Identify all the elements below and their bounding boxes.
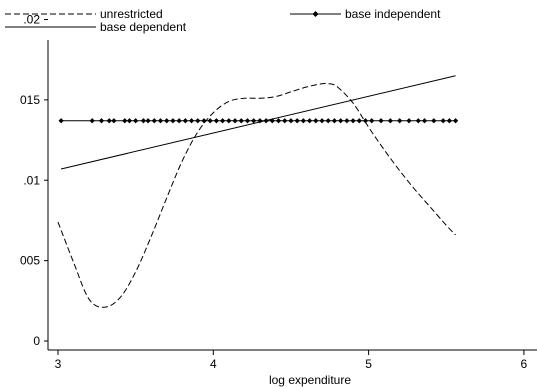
y-tick-label: .01 bbox=[23, 173, 40, 187]
series-line-base-dependent bbox=[60, 75, 456, 170]
data-point-base-independent bbox=[350, 118, 356, 124]
data-point-base-independent bbox=[446, 118, 452, 124]
data-point-base-independent bbox=[106, 118, 112, 124]
data-point-base-independent bbox=[288, 118, 294, 124]
data-point-base-independent bbox=[397, 118, 403, 124]
legend-label-base-independent: base independent bbox=[345, 7, 441, 21]
data-point-base-independent bbox=[164, 118, 170, 124]
legend-marker-base-independent bbox=[312, 11, 319, 17]
data-point-base-independent bbox=[145, 118, 151, 124]
data-point-base-independent bbox=[415, 118, 421, 124]
data-point-base-independent bbox=[387, 118, 393, 124]
data-point-base-independent bbox=[356, 118, 362, 124]
data-point-base-independent bbox=[269, 118, 275, 124]
data-point-base-independent bbox=[440, 118, 446, 124]
y-tick-label: 005 bbox=[20, 254, 40, 268]
data-point-base-independent bbox=[226, 118, 232, 124]
data-point-base-independent bbox=[251, 118, 257, 124]
data-point-base-independent bbox=[140, 118, 147, 124]
x-tick-label: 5 bbox=[365, 357, 372, 371]
data-point-base-independent bbox=[319, 118, 325, 124]
data-point-base-independent bbox=[282, 118, 288, 124]
data-point-base-independent bbox=[89, 118, 95, 124]
data-point-base-independent bbox=[220, 118, 226, 124]
x-ticks: 3 4 5 6 bbox=[55, 350, 528, 371]
x-axis-title: log expenditure bbox=[269, 373, 351, 387]
data-point-base-independent bbox=[300, 118, 306, 124]
data-point-base-independent bbox=[331, 118, 338, 124]
legend: unrestricted base independent base depen… bbox=[5, 7, 441, 34]
data-point-base-independent bbox=[325, 118, 331, 124]
data-point-base-independent bbox=[182, 118, 188, 124]
data-point-base-independent bbox=[176, 118, 182, 124]
data-point-base-independent bbox=[98, 118, 105, 124]
data-point-base-independent bbox=[306, 118, 313, 124]
x-tick-label: 3 bbox=[55, 357, 62, 371]
data-point-base-independent bbox=[369, 118, 375, 124]
y-ticks: 0 005 .01 015 .02 bbox=[20, 13, 48, 348]
data-point-base-independent bbox=[421, 118, 428, 124]
data-point-base-independent bbox=[126, 118, 133, 124]
data-point-base-independent bbox=[111, 118, 117, 124]
data-point-base-independent bbox=[344, 118, 350, 124]
data-point-base-independent bbox=[122, 118, 128, 124]
data-point-base-independent bbox=[378, 118, 384, 124]
data-point-base-independent bbox=[275, 118, 282, 124]
y-tick-label: .02 bbox=[23, 13, 40, 27]
legend-label-base-dependent: base dependent bbox=[100, 20, 187, 34]
y-tick-label: 0 bbox=[33, 334, 40, 348]
series-layer bbox=[57, 75, 459, 308]
data-point-base-independent bbox=[188, 118, 195, 124]
data-point-base-independent bbox=[232, 118, 238, 124]
data-point-base-independent bbox=[244, 118, 251, 124]
data-point-base-independent bbox=[58, 118, 64, 124]
data-point-base-independent bbox=[207, 118, 213, 124]
data-point-base-independent bbox=[238, 118, 244, 124]
data-point-base-independent bbox=[294, 118, 300, 124]
data-point-base-independent bbox=[195, 118, 201, 124]
legend-label-unrestricted: unrestricted bbox=[100, 7, 163, 21]
x-tick-label: 4 bbox=[210, 357, 217, 371]
data-point-base-independent bbox=[338, 118, 344, 124]
data-point-base-independent bbox=[170, 118, 176, 124]
data-point-base-independent bbox=[213, 118, 220, 124]
series-line-unrestricted bbox=[57, 82, 456, 308]
y-tick-label: 015 bbox=[20, 93, 40, 107]
data-point-base-independent bbox=[406, 118, 412, 124]
data-point-base-independent bbox=[362, 118, 369, 124]
data-point-base-independent bbox=[452, 118, 459, 124]
x-tick-label: 6 bbox=[521, 357, 528, 371]
data-point-base-independent bbox=[133, 118, 139, 124]
data-point-base-independent bbox=[151, 118, 157, 124]
data-point-base-independent bbox=[431, 118, 437, 124]
data-point-base-independent bbox=[201, 118, 207, 124]
data-point-base-independent bbox=[313, 118, 319, 124]
data-point-base-independent bbox=[157, 118, 164, 124]
